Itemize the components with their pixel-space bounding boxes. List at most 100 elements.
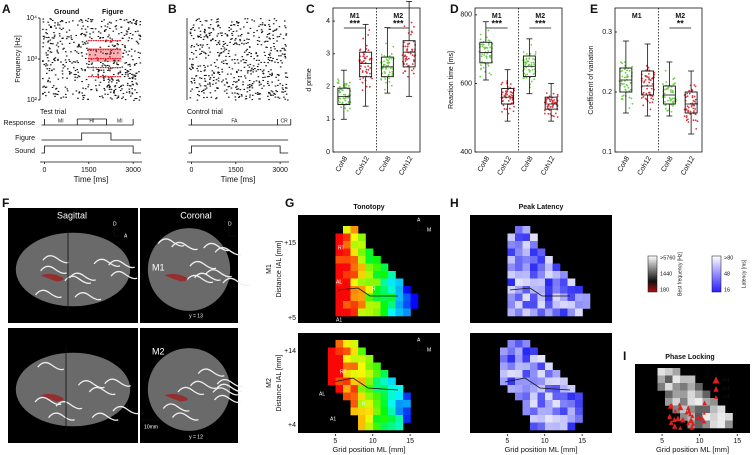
raster-dot bbox=[268, 33, 271, 35]
map-cell bbox=[530, 347, 538, 356]
map-cell bbox=[522, 377, 531, 386]
map-cell bbox=[725, 420, 733, 429]
raster-dot bbox=[62, 67, 65, 69]
map-cell bbox=[672, 390, 681, 399]
raster-dot bbox=[240, 60, 242, 62]
jitter-dot bbox=[410, 33, 412, 36]
map-cell bbox=[695, 398, 703, 406]
jitter-dot bbox=[404, 45, 407, 48]
map-cell bbox=[552, 286, 561, 294]
raster-dot bbox=[84, 88, 87, 90]
map-cell bbox=[515, 256, 523, 264]
y-axis-label: Frequency [Hz] bbox=[15, 35, 22, 83]
raster-dot bbox=[55, 27, 57, 29]
raster-dot bbox=[135, 22, 138, 24]
jitter-dot bbox=[686, 95, 689, 98]
raster-dot bbox=[109, 70, 111, 72]
raster-dot bbox=[243, 26, 245, 28]
raster-dot bbox=[238, 79, 240, 81]
raster-dot bbox=[275, 29, 277, 31]
figure-dot bbox=[99, 76, 102, 78]
jitter-dot bbox=[368, 29, 371, 31]
raster-dot bbox=[126, 82, 129, 84]
raster-dot bbox=[253, 20, 256, 22]
map-cell bbox=[567, 422, 576, 431]
raster-dot bbox=[125, 91, 128, 93]
colorbar-tick: >80 bbox=[724, 255, 733, 261]
raster-dot bbox=[284, 49, 287, 51]
jitter-dot bbox=[663, 100, 666, 103]
raster-dot bbox=[203, 85, 206, 87]
raster-dot bbox=[190, 63, 193, 65]
raster-dot bbox=[248, 89, 251, 91]
raster-dot bbox=[205, 85, 207, 87]
raster-dot bbox=[91, 74, 94, 76]
raster-dot bbox=[256, 43, 259, 45]
raster-dot bbox=[62, 48, 64, 50]
y-axis-label: d prime bbox=[306, 68, 313, 91]
map-cell bbox=[373, 407, 381, 416]
map-cell bbox=[672, 368, 681, 376]
jitter-dot bbox=[410, 21, 413, 24]
raster-dot bbox=[53, 36, 56, 38]
map-cell bbox=[680, 405, 688, 414]
raster-dot bbox=[231, 92, 234, 94]
y-tick-label: 0.1 bbox=[602, 149, 612, 156]
raster-dot bbox=[44, 86, 47, 89]
raster-dot bbox=[239, 89, 242, 91]
jitter-dot bbox=[554, 112, 557, 115]
raster-dot bbox=[123, 19, 126, 21]
map-title: Phase Locking bbox=[665, 354, 714, 361]
raster-dot bbox=[57, 58, 59, 60]
raster-dot bbox=[42, 46, 44, 48]
map-cell bbox=[358, 415, 366, 423]
raster-dot bbox=[102, 36, 105, 39]
raster-dot bbox=[240, 76, 242, 78]
raster-dot bbox=[95, 49, 97, 51]
raster-dot bbox=[97, 31, 100, 33]
raster-dot bbox=[45, 63, 47, 65]
raster-dot bbox=[266, 40, 269, 42]
raster-dot bbox=[246, 91, 249, 93]
jitter-dot bbox=[406, 49, 408, 52]
raster-dot bbox=[65, 22, 67, 24]
raster-dot bbox=[103, 29, 106, 31]
x-tick-label: 15 bbox=[578, 438, 586, 445]
map-cell bbox=[343, 370, 351, 378]
raster-dot bbox=[261, 87, 263, 89]
raster-dot bbox=[272, 30, 274, 32]
raster-dot bbox=[249, 63, 252, 65]
raster-dot bbox=[129, 72, 131, 74]
y-axis-label: Distance IAL [mm] bbox=[276, 354, 283, 411]
raster-dot bbox=[281, 62, 284, 64]
sulcus bbox=[104, 378, 132, 387]
jitter-dot bbox=[343, 86, 346, 89]
sulcus bbox=[40, 265, 67, 275]
map-cell bbox=[702, 390, 711, 399]
raster-dot bbox=[135, 97, 138, 100]
map-cell bbox=[358, 278, 366, 287]
map-cell bbox=[695, 405, 703, 414]
raster-dot bbox=[189, 58, 191, 60]
raster-dot bbox=[138, 34, 140, 36]
raster-dot bbox=[213, 76, 215, 78]
raster-dot bbox=[90, 49, 92, 51]
raster-dot bbox=[207, 65, 209, 67]
jitter-dot bbox=[411, 50, 414, 53]
jitter-dot bbox=[620, 82, 623, 85]
jitter-dot bbox=[670, 110, 673, 113]
figure-dot bbox=[102, 76, 105, 78]
jitter-dot bbox=[693, 100, 696, 103]
jitter-dot bbox=[369, 67, 372, 69]
jitter-dot bbox=[693, 95, 696, 98]
jitter-dot bbox=[510, 93, 513, 96]
raster-dot bbox=[48, 68, 51, 70]
raster-dot bbox=[230, 73, 232, 75]
jitter-dot bbox=[630, 97, 633, 100]
raster-dot bbox=[123, 34, 126, 36]
raster-dot bbox=[224, 59, 227, 61]
map-cell bbox=[680, 375, 688, 384]
raster-dot bbox=[220, 48, 223, 50]
raster-dot bbox=[82, 25, 85, 27]
raster-dot bbox=[92, 69, 95, 71]
